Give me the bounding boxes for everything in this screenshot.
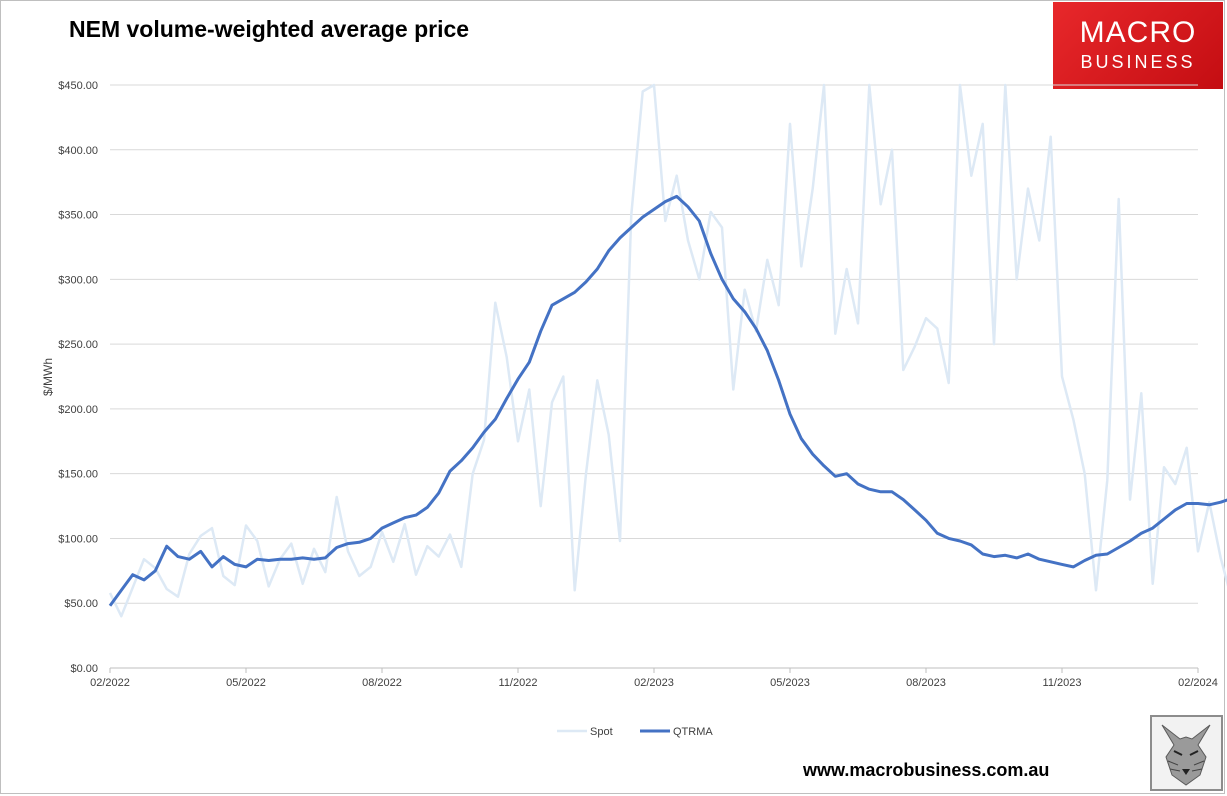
logo-line-1: MACRO [1079,16,1197,49]
series-lines [108,83,1227,618]
y-tick-label: $450.00 [58,80,98,92]
series-line-qtrma [108,194,1227,607]
legend-label: Spot [590,726,613,738]
x-axis-ticks: 02/2022 05/2022 08/2022 11/2022 02/2023 05/20… [90,668,1218,689]
series-line-spot [108,83,1227,618]
gridlines [110,84,1198,669]
x-tick-label: 11/2023 [1043,677,1082,689]
y-tick-label: $0.00 [70,663,98,675]
y-tick-label: $50.00 [64,598,98,610]
x-tick-label: 02/2024 [1178,677,1218,689]
legend-label: QTRMA [673,726,713,738]
y-tick-label: $350.00 [58,210,98,222]
x-tick-label: 02/2022 [90,677,130,689]
chart-title: NEM volume-weighted average price [69,16,470,42]
macrobusiness-logo: MACRO BUSINESS [1053,2,1223,89]
x-tick-label: 02/2023 [634,677,674,689]
x-tick-label: 05/2022 [226,677,266,689]
y-tick-label: $200.00 [58,404,98,416]
x-tick-label: 11/2022 [499,677,538,689]
x-tick-label: 08/2023 [906,677,946,689]
wolf-logo [1150,715,1223,791]
y-axis-label: $/MWh [41,358,55,396]
legend: Spot QTRMA [557,726,713,738]
logo-line-2: BUSINESS [1080,52,1196,72]
x-tick-label: 08/2022 [362,677,402,689]
y-tick-label: $300.00 [58,274,98,286]
wolf-icon [1161,724,1211,786]
y-tick-label: $150.00 [58,469,98,481]
y-axis-ticks: $0.00 $50.00 $100.00 $150.00 $200.00 $250.00 $… [58,80,98,675]
website-url[interactable]: www.macrobusiness.com.au [803,760,1050,780]
y-tick-label: $250.00 [58,339,98,351]
y-tick-label: $100.00 [58,533,98,545]
y-tick-label: $400.00 [58,145,98,157]
x-tick-label: 05/2023 [770,677,810,689]
